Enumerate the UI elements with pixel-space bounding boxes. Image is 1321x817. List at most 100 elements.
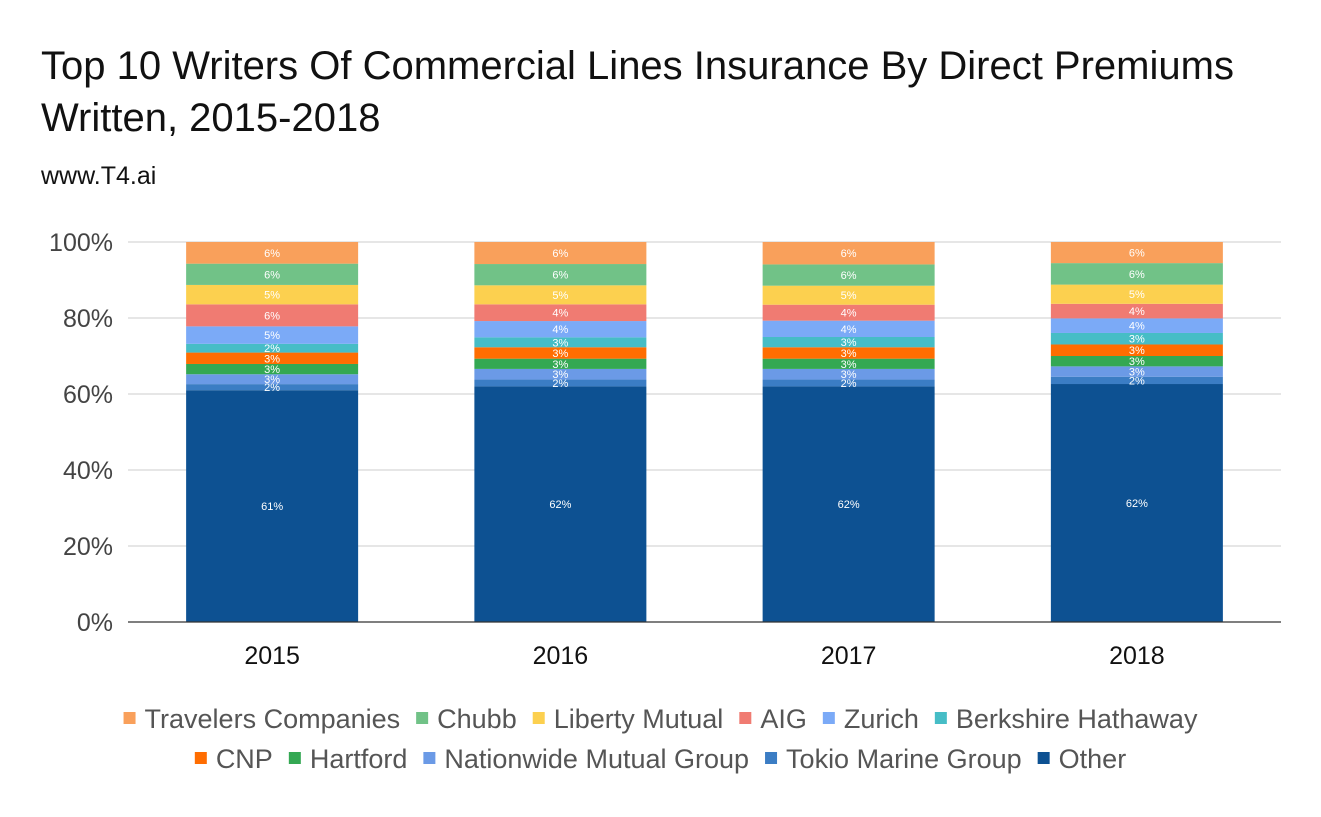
bar-segment: [186, 352, 359, 364]
data-label: 62%: [838, 499, 860, 511]
data-label: 4%: [841, 324, 857, 336]
bar-segment: [1050, 376, 1223, 385]
bar-segment: [762, 337, 935, 348]
y-tick-label: 0%: [77, 609, 113, 637]
bar-segment: [186, 304, 359, 327]
data-label: 3%: [552, 348, 568, 360]
data-label: 5%: [552, 290, 568, 302]
data-label: 3%: [552, 359, 568, 371]
y-tick-label: 80%: [63, 305, 113, 333]
chart-title: Top 10 Writers Of Commercial Lines Insur…: [41, 44, 1234, 140]
data-label: 6%: [841, 270, 857, 282]
data-label: 2%: [264, 382, 280, 394]
y-tick-label: 60%: [63, 381, 113, 409]
legend-swatch: [1037, 752, 1050, 764]
data-label: 3%: [264, 364, 280, 376]
axes: 0% 20% 40% 60% 80% 100% 2015 2016 2017 2018: [49, 229, 1281, 670]
data-label: 3%: [841, 359, 857, 371]
bar-segment: [762, 347, 935, 359]
data-label: 4%: [1129, 321, 1145, 333]
legend-swatch: [194, 752, 207, 764]
bar-segment: [762, 285, 935, 305]
data-label: 62%: [549, 499, 571, 511]
x-tick-label: 2016: [533, 642, 589, 670]
legend-label: Nationwide Mutual Group: [444, 744, 749, 774]
x-tick-label: 2017: [821, 642, 877, 670]
bar-segment: [186, 390, 359, 622]
data-label: 4%: [552, 324, 568, 336]
y-tick-label: 40%: [63, 457, 113, 485]
bar-segment: [1050, 303, 1223, 319]
data-label: 3%: [1129, 356, 1145, 368]
bar-segment: [186, 326, 359, 344]
data-label: 4%: [1129, 306, 1145, 318]
data-label: 5%: [841, 290, 857, 302]
data-label: 61%: [261, 501, 283, 513]
data-label: 3%: [552, 337, 568, 349]
legend-swatch: [288, 752, 301, 764]
legend[interactable]: Travelers Companies Chubb Liberty Mutual AI…: [123, 704, 1198, 774]
bar-segment: [474, 264, 647, 286]
legend-label: Travelers Companies: [145, 704, 401, 734]
bar-segment: [474, 379, 647, 387]
data-label: 3%: [841, 369, 857, 381]
data-label: 2%: [841, 378, 857, 390]
data-label: 6%: [264, 310, 280, 322]
data-label: 3%: [264, 353, 280, 365]
bar-segment: [474, 358, 647, 369]
data-label: 4%: [841, 308, 857, 320]
bar-segment: [762, 386, 935, 622]
data-label: 6%: [552, 270, 568, 282]
data-label: 3%: [1129, 367, 1145, 379]
bar-segment: [474, 368, 647, 380]
legend-label: AIG: [760, 704, 807, 734]
bar-segment: [762, 264, 935, 286]
legend-label: CNP: [216, 744, 273, 774]
bar-segment: [1050, 332, 1223, 345]
bar-segment: [474, 321, 647, 338]
bar-segment: [186, 363, 359, 375]
legend-swatch: [934, 712, 947, 724]
data-label: 3%: [552, 369, 568, 381]
bar-segment: [186, 242, 359, 264]
legend-swatch: [416, 712, 429, 724]
legend-label: Chubb: [437, 704, 517, 734]
bar-segment: [1050, 344, 1223, 356]
bar-segment: [1050, 284, 1223, 304]
data-label: 6%: [841, 248, 857, 260]
legend-swatch: [739, 712, 752, 724]
legend-swatch: [532, 712, 545, 724]
data-label: 5%: [1129, 289, 1145, 301]
legend-label: Other: [1059, 744, 1127, 774]
bar-segment: [186, 284, 359, 305]
legend-label: Zurich: [844, 704, 919, 734]
legend-label: Hartford: [310, 744, 408, 774]
bar-segment: [762, 304, 935, 321]
bar-segment: [474, 285, 647, 305]
data-label: 3%: [1129, 345, 1145, 357]
data-label: 5%: [264, 330, 280, 342]
bar-segment: [474, 386, 647, 622]
bar-segment: [186, 374, 359, 385]
bar-segment: [1050, 242, 1223, 264]
bar-segment: [186, 263, 359, 285]
bar-segment: [1050, 263, 1223, 285]
data-label: 62%: [1126, 498, 1148, 510]
bar-segment: [762, 358, 935, 369]
data-label: 2%: [1129, 375, 1145, 387]
legend-label: Berkshire Hathaway: [956, 704, 1198, 734]
chart-subtitle: www.T4.ai: [41, 162, 157, 190]
data-label: 6%: [552, 248, 568, 260]
bar-segment: [1050, 366, 1223, 377]
legend-swatch: [765, 752, 778, 764]
data-label: 2%: [552, 378, 568, 390]
bar-segment: [762, 320, 935, 337]
legend-swatch: [822, 712, 835, 724]
data-label: 6%: [1129, 248, 1145, 260]
y-tick-label: 20%: [63, 533, 113, 561]
bar-segment: [1050, 318, 1223, 333]
bar-segment: [762, 379, 935, 387]
y-tick-label: 100%: [49, 229, 113, 257]
bar-segment: [186, 384, 359, 391]
data-label: 4%: [552, 308, 568, 320]
